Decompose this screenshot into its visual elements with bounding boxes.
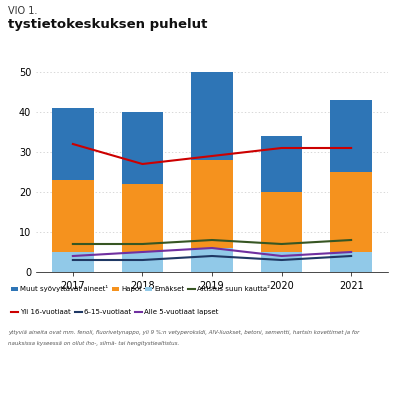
Bar <box>52 180 94 252</box>
Bar <box>330 100 372 172</box>
Legend: Muut syövyttävät aineet¹, Hapot, Emäkset, Altistus suun kautta²: Muut syövyttävät aineet¹, Hapot, Emäkset… <box>12 286 270 292</box>
Bar <box>122 184 163 252</box>
Bar <box>191 248 233 272</box>
Bar <box>261 192 302 252</box>
Text: yttyviä aineita ovat mm. fenoli, fluorivetynappo, yli 9 %:n vetyperoksldi, AIV-l: yttyviä aineita ovat mm. fenoli, fluoriv… <box>8 330 359 335</box>
Bar <box>122 112 163 184</box>
Bar <box>330 252 372 272</box>
Bar <box>52 108 94 180</box>
Text: VIO 1.: VIO 1. <box>8 6 37 16</box>
Bar <box>261 252 302 272</box>
Bar <box>191 64 233 160</box>
Legend: Yli 16-vuotiaat, 6–15-vuotiaat, Alle 5-vuotiaat lapset: Yli 16-vuotiaat, 6–15-vuotiaat, Alle 5-v… <box>12 310 219 316</box>
Bar <box>330 172 372 252</box>
Bar <box>261 136 302 192</box>
Bar <box>191 160 233 248</box>
Bar <box>122 252 163 272</box>
Bar <box>52 252 94 272</box>
Text: nauksissa kyseessä on ollut iho-, silmä- tai hengitystiealtistus.: nauksissa kyseessä on ollut iho-, silmä-… <box>8 341 179 346</box>
Text: tystietokeskuksen puhelut: tystietokeskuksen puhelut <box>8 18 207 31</box>
